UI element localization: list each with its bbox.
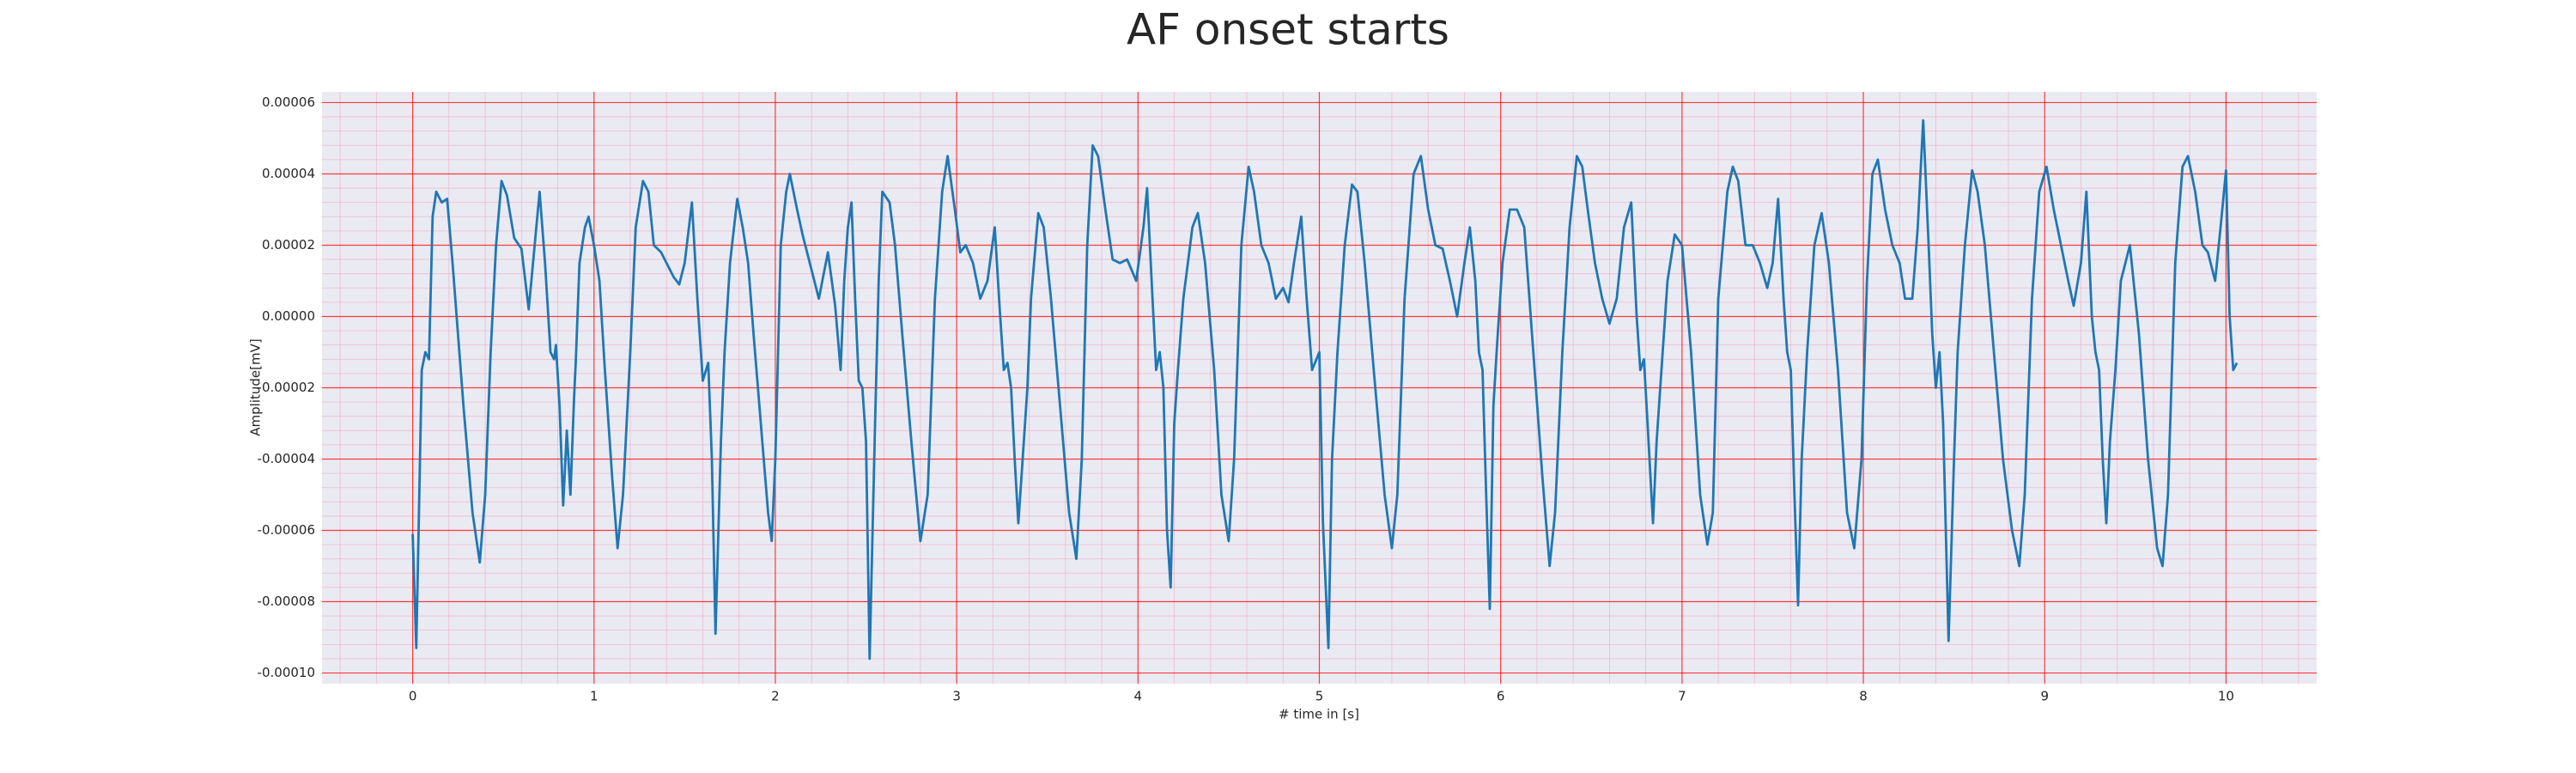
y-tick-label: -0.00004 — [258, 451, 315, 466]
x-tick-label: 6 — [1497, 689, 1505, 704]
y-tick-label: -0.00006 — [258, 522, 315, 538]
x-tick-label: 0 — [409, 689, 417, 704]
x-axis-label: # time in [s] — [1279, 707, 1359, 722]
y-tick-label: -0.00008 — [258, 593, 315, 609]
y-tick-label: -0.00002 — [258, 380, 315, 395]
y-tick-label: 0.00002 — [262, 237, 315, 253]
x-tick-label: 3 — [952, 689, 961, 704]
y-tick-label: 0.00004 — [262, 166, 315, 181]
x-tick-label: 2 — [771, 689, 780, 704]
y-tick-label: -0.00010 — [258, 665, 315, 680]
signal-line — [411, 119, 2239, 660]
x-tick-label: 7 — [1678, 689, 1686, 704]
chart-title: AF onset starts — [1127, 5, 1449, 55]
x-tick-label: 5 — [1315, 689, 1324, 704]
x-tick-label: 9 — [2040, 689, 2049, 704]
x-tick-label: 8 — [1859, 689, 1868, 704]
y-tick-label: 0.00006 — [262, 94, 315, 110]
y-tick-label: 0.00000 — [262, 308, 315, 324]
x-tick-label: 10 — [2218, 689, 2234, 704]
y-axis-label: Amplitude[mV] — [248, 338, 264, 435]
x-tick-label: 1 — [590, 689, 598, 704]
x-tick-label: 4 — [1134, 689, 1143, 704]
